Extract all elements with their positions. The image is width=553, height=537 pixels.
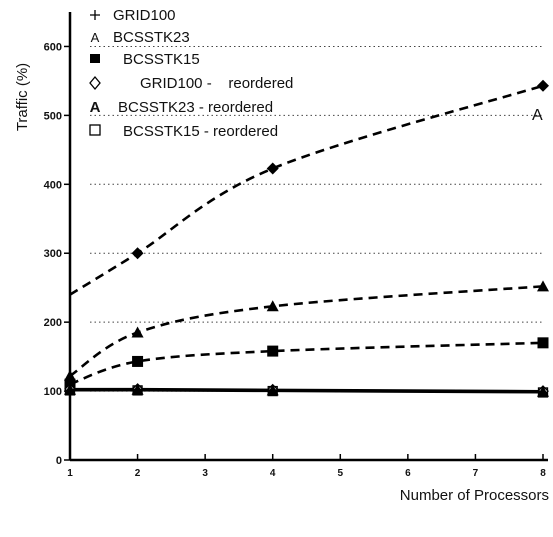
legend-item-5: A BCSSTK23 - reordered bbox=[90, 99, 274, 116]
legend-label: BCSSTK23 bbox=[113, 29, 190, 46]
y-axis-title: Traffic (%) bbox=[14, 63, 31, 131]
series-2 bbox=[64, 280, 549, 381]
x-axis-title: Number of Processors bbox=[400, 487, 549, 504]
legend-item-3: BCSSTK15 bbox=[90, 51, 200, 68]
x-tick-label: 1 bbox=[67, 468, 73, 479]
legend-item-2: A BCSSTK23 bbox=[91, 29, 190, 46]
data-point bbox=[266, 300, 279, 312]
data-point bbox=[266, 384, 279, 396]
axis-ticks: 0 100 200 300 400 500 600 1 2 3 4 5 6 7 8 bbox=[44, 41, 547, 479]
x-tick-label: 8 bbox=[540, 468, 546, 479]
data-point bbox=[267, 345, 279, 357]
y-tick-label: 0 bbox=[56, 455, 62, 467]
series-line bbox=[69, 341, 544, 386]
y-tick-label: 300 bbox=[44, 248, 62, 260]
series-line bbox=[70, 389, 544, 394]
y-tick-label: 400 bbox=[44, 179, 62, 191]
y-tick-label: 500 bbox=[44, 110, 62, 122]
annotation-label: A bbox=[532, 107, 543, 124]
data-point bbox=[64, 369, 76, 381]
series-3 bbox=[64, 337, 549, 390]
data-point bbox=[537, 385, 549, 397]
x-tick-label: 2 bbox=[135, 468, 141, 479]
y-tick-label: 200 bbox=[44, 317, 62, 329]
x-tick-label: 7 bbox=[473, 468, 479, 479]
legend-item-6: BCSSTK15 - reordered bbox=[89, 123, 278, 140]
data-point bbox=[537, 79, 549, 92]
series-1 bbox=[69, 79, 549, 296]
diamond-icon bbox=[89, 75, 101, 91]
legend-label: BCSSTK15 bbox=[123, 51, 200, 68]
plus-icon bbox=[90, 10, 100, 20]
data-point bbox=[266, 162, 279, 175]
legend-label: GRID100 - reordered bbox=[140, 75, 293, 92]
data-point bbox=[132, 385, 143, 396]
data-point bbox=[64, 383, 76, 395]
y-tick-label: 100 bbox=[44, 386, 62, 398]
series-line bbox=[69, 285, 544, 378]
series-6 bbox=[64, 385, 549, 398]
legend-label: BCSSTK15 - reordered bbox=[123, 123, 278, 140]
legend-item-1: GRID100 bbox=[90, 7, 176, 24]
square-filled-icon bbox=[90, 54, 100, 63]
data-point bbox=[537, 337, 549, 349]
data-point bbox=[132, 355, 144, 367]
square-open-icon bbox=[89, 124, 101, 136]
series-line bbox=[69, 84, 544, 296]
data-point bbox=[131, 326, 144, 338]
x-tick-label: 5 bbox=[338, 468, 344, 479]
data-point bbox=[131, 247, 144, 260]
y-tick-label: 600 bbox=[44, 41, 62, 53]
legend-item-4: GRID100 - reordered bbox=[89, 75, 293, 92]
triangle-icon: A bbox=[91, 30, 100, 45]
x-tick-label: 6 bbox=[405, 468, 411, 479]
x-tick-label: 3 bbox=[202, 468, 208, 479]
legend-label: GRID100 bbox=[113, 7, 176, 24]
x-tick-label: 4 bbox=[270, 468, 276, 479]
data-point bbox=[131, 383, 144, 395]
triangle-icon: A bbox=[90, 99, 101, 116]
series bbox=[64, 79, 549, 398]
data-point bbox=[537, 280, 549, 292]
legend: GRID100 A BCSSTK23 BCSSTK15 GRID100 - reorde… bbox=[89, 7, 293, 140]
data-point bbox=[64, 385, 76, 396]
legend-label: BCSSTK23 - reordered bbox=[118, 99, 273, 116]
data-point bbox=[537, 387, 549, 398]
data-point bbox=[267, 385, 278, 397]
